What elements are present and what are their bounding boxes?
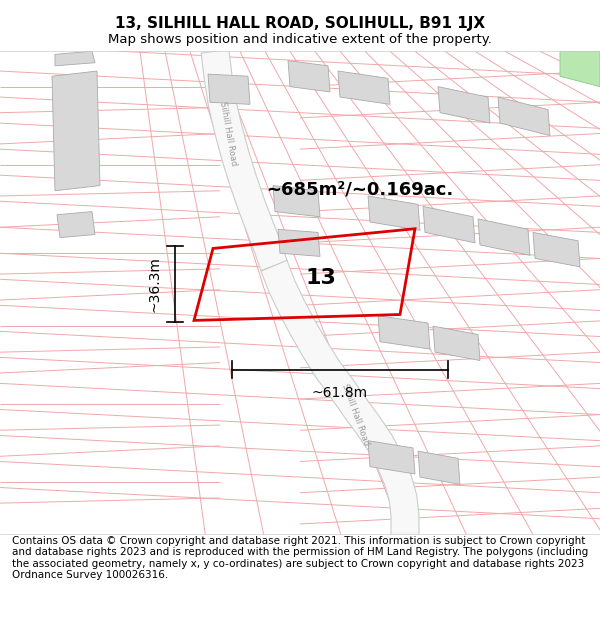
- Polygon shape: [498, 97, 550, 136]
- Polygon shape: [57, 212, 95, 238]
- Polygon shape: [201, 49, 287, 271]
- Polygon shape: [368, 441, 415, 474]
- Text: Contains OS data © Crown copyright and database right 2021. This information is : Contains OS data © Crown copyright and d…: [12, 536, 588, 581]
- Polygon shape: [55, 51, 95, 66]
- Polygon shape: [423, 206, 475, 243]
- Polygon shape: [433, 326, 480, 361]
- Polygon shape: [560, 51, 600, 87]
- Polygon shape: [288, 61, 330, 92]
- Text: Map shows position and indicative extent of the property.: Map shows position and indicative extent…: [108, 34, 492, 46]
- Polygon shape: [378, 316, 430, 349]
- Polygon shape: [438, 87, 490, 123]
- Polygon shape: [533, 232, 580, 267]
- Text: Silhill Hall Road: Silhill Hall Road: [218, 101, 238, 166]
- Polygon shape: [338, 71, 390, 104]
- Text: 13, SILHILL HALL ROAD, SOLIHULL, B91 1JX: 13, SILHILL HALL ROAD, SOLIHULL, B91 1JX: [115, 16, 485, 31]
- Polygon shape: [261, 261, 419, 534]
- Text: ~685m²/~0.169ac.: ~685m²/~0.169ac.: [266, 180, 454, 198]
- Text: ~36.3m: ~36.3m: [147, 256, 161, 312]
- Text: ~61.8m: ~61.8m: [312, 386, 368, 401]
- Polygon shape: [52, 71, 100, 191]
- Polygon shape: [273, 186, 320, 217]
- Text: Silhill Hall Road: Silhill Hall Road: [340, 382, 370, 447]
- Polygon shape: [368, 196, 420, 231]
- Text: 13: 13: [305, 268, 336, 288]
- Polygon shape: [278, 229, 320, 256]
- Polygon shape: [478, 219, 530, 256]
- Polygon shape: [208, 74, 250, 104]
- Polygon shape: [418, 451, 460, 484]
